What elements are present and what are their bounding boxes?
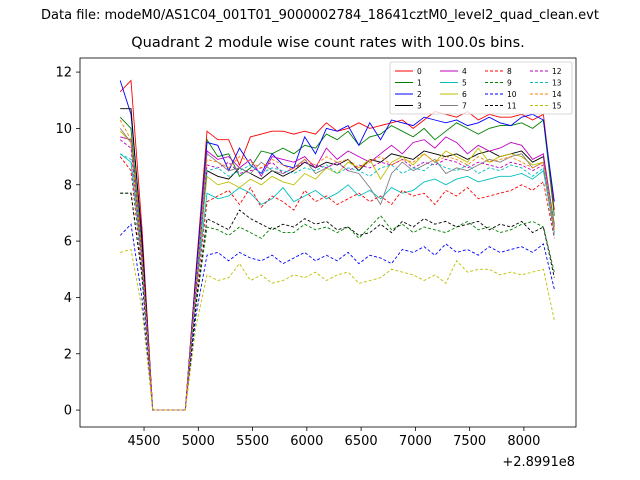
legend-label-5: 5 [462, 79, 467, 88]
series-line-9 [120, 192, 555, 411]
series-layer [119, 79, 555, 411]
series-line-8 [119, 156, 555, 411]
series-line-13 [119, 153, 555, 411]
legend-label-4: 4 [462, 67, 467, 76]
series-line-11 [120, 192, 555, 411]
legend-label-11: 11 [507, 102, 517, 111]
y-tick-label: 10 [55, 122, 72, 137]
series-line-1 [119, 116, 555, 411]
series-line-3 [120, 108, 555, 411]
x-offset-label: +2.8991e8 [502, 455, 575, 470]
legend-label-9: 9 [507, 79, 512, 88]
legend-label-13: 13 [552, 79, 562, 88]
x-tick-label: 4500 [127, 434, 160, 449]
axes-frame [79, 57, 577, 428]
series-line-15 [120, 248, 555, 411]
series-line-6 [119, 130, 555, 411]
y-tick-label: 12 [55, 66, 72, 81]
legend-label-3: 3 [417, 102, 422, 111]
legend-label-10: 10 [507, 90, 517, 99]
series-line-5 [119, 153, 555, 411]
series-line-14 [119, 119, 555, 411]
y-tick-label: 2 [64, 347, 72, 362]
chart-title: Quadrant 2 module wise count rates with … [131, 35, 525, 51]
series-line-4 [120, 136, 555, 411]
y-tick-label: 0 [64, 404, 72, 419]
x-tick-label: 5000 [182, 434, 215, 449]
legend-label-2: 2 [417, 90, 422, 99]
y-tick-label: 6 [64, 235, 72, 250]
x-tick-label: 8000 [507, 434, 540, 449]
series-line-10 [119, 223, 555, 411]
series-line-12 [119, 139, 555, 411]
legend-label-6: 6 [462, 90, 467, 99]
legend-label-12: 12 [552, 67, 562, 76]
x-tick-label: 7000 [399, 434, 432, 449]
x-tick-label: 6000 [290, 434, 323, 449]
series-line-2 [119, 80, 555, 411]
figure-suptitle: Data file: modeM0/AS1C04_001T01_90000027… [41, 8, 599, 23]
legend-label-7: 7 [462, 102, 467, 111]
x-ticks: 4500 5000 5500 6000 6500 7000 7500 8000 [127, 427, 540, 449]
legend-frame [389, 61, 573, 115]
series-line-7 [119, 128, 555, 411]
legend-label-8: 8 [507, 67, 512, 76]
legend-label-1: 1 [417, 79, 422, 88]
series-line-0 [119, 79, 555, 411]
x-tick-label: 7500 [453, 434, 486, 449]
x-tick-label: 6500 [345, 434, 378, 449]
legend-label-0: 0 [417, 67, 422, 76]
y-ticks: 0 2 4 6 8 10 12 [55, 66, 80, 419]
legend-label-15: 15 [552, 102, 562, 111]
y-tick-label: 4 [64, 291, 72, 306]
legend-label-14: 14 [552, 90, 562, 99]
x-tick-label: 5500 [236, 434, 269, 449]
y-tick-label: 8 [64, 178, 72, 193]
